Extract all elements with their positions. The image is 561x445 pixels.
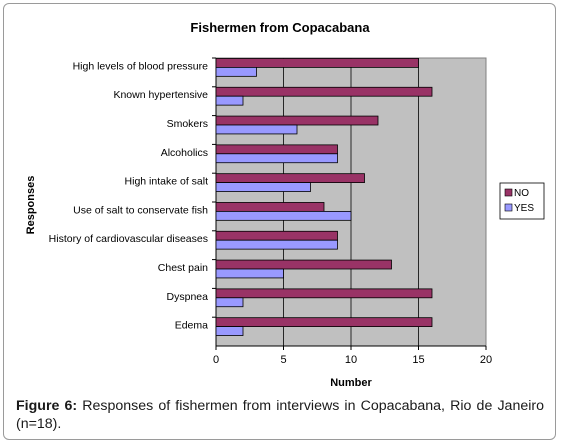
x-tick-label: 0 <box>213 354 219 366</box>
bar-no <box>215 230 338 241</box>
category-labels: High levels of blood pressure Known hyper… <box>49 60 208 331</box>
figure-caption: Figure 6: Responses of fishermen from in… <box>16 397 544 433</box>
bar-yes <box>215 182 311 192</box>
legend-label: YES <box>514 203 534 214</box>
bar-yes <box>215 67 257 77</box>
x-tick-label: 20 <box>480 354 492 366</box>
category-label: Dyspnea <box>167 291 209 303</box>
bar-yes <box>215 326 244 336</box>
caption-text: Responses of fishermen from interviews i… <box>16 398 544 432</box>
bar-no <box>215 115 379 126</box>
x-axis-label: Number <box>330 377 372 389</box>
bar-no <box>215 288 433 299</box>
category-label: Chest pain <box>158 262 208 274</box>
x-tick-label: 15 <box>412 354 424 366</box>
x-tick-label: 5 <box>280 354 286 366</box>
legend-swatch <box>504 188 513 197</box>
bar-no <box>215 173 365 183</box>
bar-yes <box>215 210 352 221</box>
bar-yes <box>215 153 338 164</box>
category-label: Known hypertensive <box>113 89 208 101</box>
category-label: High intake of salt <box>125 176 209 188</box>
category-label: High levels of blood pressure <box>73 60 209 72</box>
bar-yes <box>215 124 298 135</box>
bar-no <box>215 259 392 270</box>
legend-label: NO <box>514 188 529 199</box>
chart-title: Fishermen from Copacabana <box>190 20 370 35</box>
legend: NO YES <box>499 182 545 220</box>
bar-yes <box>215 268 284 279</box>
category-label: Edema <box>175 320 208 332</box>
bar-yes <box>215 95 244 106</box>
bar-no <box>215 317 433 327</box>
bar-yes <box>215 239 338 250</box>
legend-swatch <box>504 203 513 212</box>
y-axis-label: Responses <box>25 176 37 235</box>
caption-label: Figure 6: <box>16 398 78 414</box>
bar-no <box>215 86 433 97</box>
x-tick-label: 10 <box>345 354 357 366</box>
bar-chart: Fishermen from Copacabana High levels of… <box>25 20 545 389</box>
bar-no <box>215 144 338 155</box>
x-tick-labels: 0 5 10 15 20 <box>213 354 492 366</box>
bar-yes <box>215 297 244 308</box>
category-label: Use of salt to conservate fish <box>73 204 208 216</box>
bar-no <box>215 58 419 68</box>
bar-no <box>215 202 325 212</box>
category-label: History of cardiovascular diseases <box>49 233 208 245</box>
category-label: Smokers <box>167 118 208 130</box>
bars <box>215 58 433 336</box>
category-label: Alcoholics <box>161 147 208 159</box>
